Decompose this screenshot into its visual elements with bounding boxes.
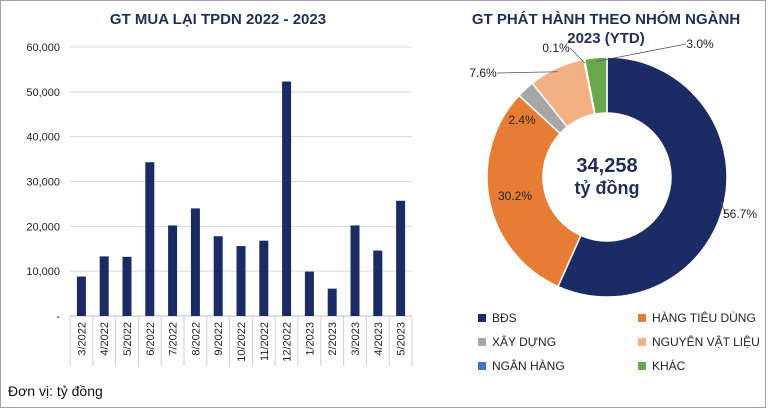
slice-percent-label: 56.7% xyxy=(723,207,757,221)
legend-swatch xyxy=(478,362,486,370)
slice-percent-label: 2.4% xyxy=(508,113,536,127)
legend-label: KHÁC xyxy=(652,358,686,373)
donut-chart: 56.7% 30.2% 2.4% 7.6% 0.1% 3.0% xyxy=(469,37,757,298)
y-tick-label: 30,000 xyxy=(26,177,60,189)
donut-slice xyxy=(486,94,582,288)
bar xyxy=(213,236,223,316)
bar xyxy=(236,246,246,316)
bar xyxy=(282,81,292,316)
leader-line xyxy=(569,47,586,64)
bar xyxy=(99,256,109,316)
bar xyxy=(327,288,337,316)
legend-swatch xyxy=(638,362,646,370)
y-tick-label: 40,000 xyxy=(26,132,60,144)
unit-note: Đơn vị: tỷ đồng xyxy=(8,383,103,399)
legend-label: NGÂN HÀNG xyxy=(492,358,565,373)
x-tick-label: 3/2023 xyxy=(350,322,362,356)
bar xyxy=(190,208,200,316)
donut-chart-title-line2: 2023 (YTD) xyxy=(567,30,645,47)
x-tick-label: 1/2023 xyxy=(304,322,316,356)
slice-percent-label: 0.1% xyxy=(542,41,570,55)
slice-percent-label: 3.0% xyxy=(686,37,714,51)
leader-line xyxy=(596,43,687,62)
legend-label: BĐS xyxy=(492,311,517,325)
x-tick-label: 4/2023 xyxy=(373,322,385,356)
donut-chart-title-line1: GT PHÁT HÀNH THEO NHÓM NGÀNH xyxy=(472,10,740,28)
y-tick-label: 50,000 xyxy=(26,87,60,99)
slice-percent-label: 7.6% xyxy=(469,66,497,80)
x-tick-label: 8/2022 xyxy=(190,322,202,356)
bar xyxy=(350,225,360,316)
x-tick-label: 5/2022 xyxy=(122,322,134,356)
x-tick-label: 11/2022 xyxy=(259,322,271,361)
x-tick-label: 4/2022 xyxy=(99,322,111,356)
bar-chart: 60,000 50,000 40,000 30,000 20,000 10,000 - 3/2… xyxy=(26,42,413,366)
legend-swatch xyxy=(638,338,646,346)
donut-legend: BĐS HÀNG TIÊU DÙNG XÂY DỰNG NGUYÊN VẬT LIỆU… xyxy=(478,310,760,373)
y-tick-label: 10,000 xyxy=(26,266,60,278)
legend-swatch xyxy=(638,314,646,322)
x-tick-label: 7/2022 xyxy=(168,322,180,356)
leader-line xyxy=(496,71,559,74)
x-tick-label: 5/2023 xyxy=(396,322,408,356)
legend-label: NGUYÊN VẬT LIỆU xyxy=(652,334,760,349)
legend-label: HÀNG TIÊU DÙNG xyxy=(652,310,756,325)
donut-slice xyxy=(556,56,728,298)
bar xyxy=(145,162,155,316)
bar xyxy=(168,225,178,316)
x-tick-label: 2/2023 xyxy=(327,322,339,356)
donut-center-value: 34,258 xyxy=(576,155,637,177)
bar-chart-title: GT MUA LẠI TPDN 2022 - 2023 xyxy=(110,11,326,28)
donut-slice xyxy=(583,56,608,116)
x-tick-label: 12/2022 xyxy=(282,322,294,362)
x-tick-label: 6/2022 xyxy=(145,322,157,356)
bar xyxy=(304,271,314,316)
legend-swatch xyxy=(478,338,486,346)
bar xyxy=(396,200,406,316)
slice-percent-label: 30.2% xyxy=(498,189,532,203)
x-tick-label: 10/2022 xyxy=(236,322,248,362)
legend-swatch xyxy=(478,314,486,322)
y-tick-label: - xyxy=(56,311,60,323)
leader-line xyxy=(720,201,727,215)
bar xyxy=(122,256,132,316)
x-tick-label: 9/2022 xyxy=(213,322,225,356)
y-tick-label: 20,000 xyxy=(26,221,60,233)
y-tick-label: 60,000 xyxy=(26,42,60,54)
bar xyxy=(373,250,383,316)
bar xyxy=(259,240,269,316)
x-tick-label: 3/2022 xyxy=(76,322,88,356)
bar xyxy=(76,276,86,316)
donut-center-unit: tỷ đồng xyxy=(575,178,640,198)
legend-label: XÂY DỰNG xyxy=(492,334,556,349)
